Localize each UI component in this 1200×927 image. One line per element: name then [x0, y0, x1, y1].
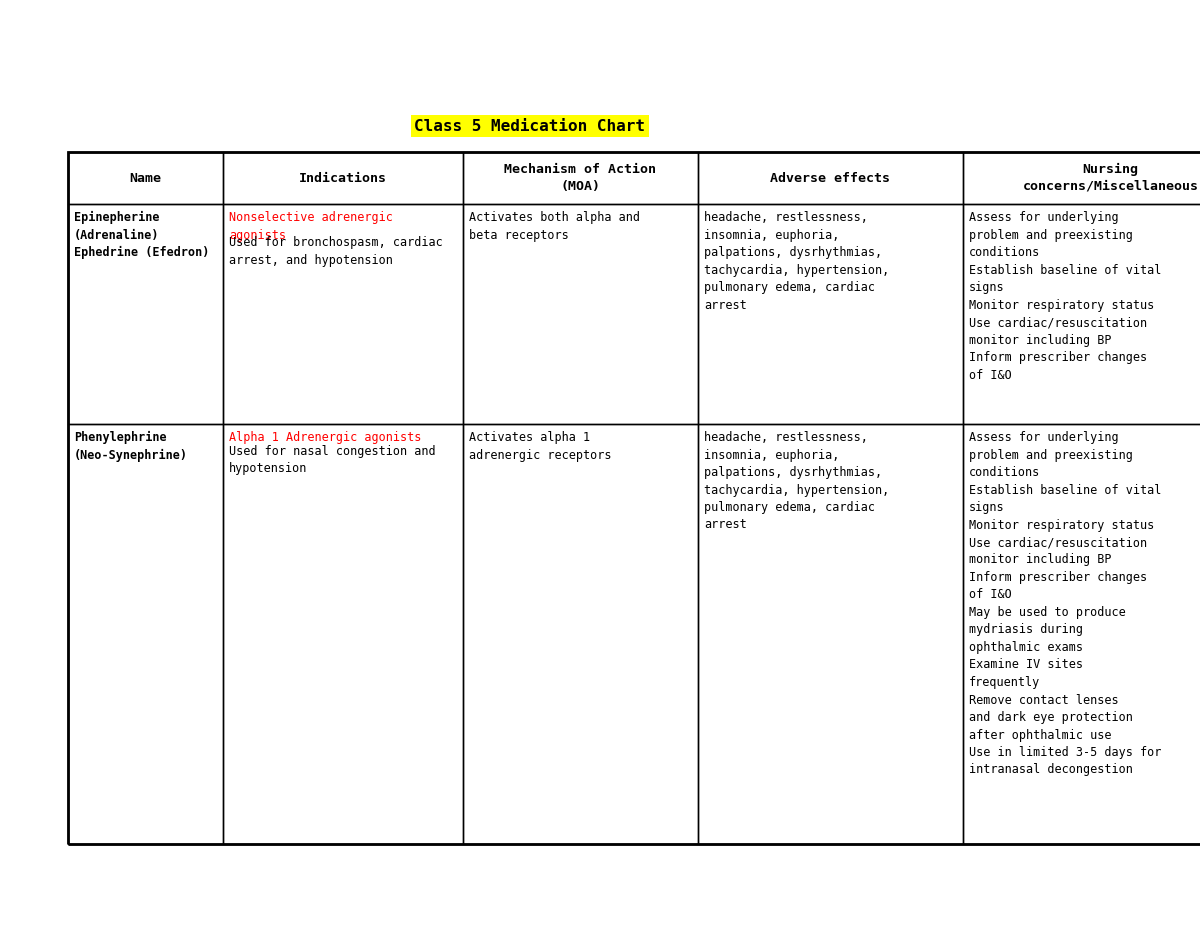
Text: Nonselective adrenergic
agonists: Nonselective adrenergic agonists: [229, 211, 392, 242]
Text: headache, restlessness,
insomnia, euphoria,
palpations, dysrhythmias,
tachycardi: headache, restlessness, insomnia, euphor…: [704, 431, 889, 531]
Bar: [68, 152, 1200, 844]
Bar: [68, 152, 223, 204]
Text: Phenylephrine
(Neo-Synephrine): Phenylephrine (Neo-Synephrine): [74, 431, 188, 462]
Text: Nursing
concerns/Miscellaneous: Nursing concerns/Miscellaneous: [1022, 163, 1199, 193]
Text: Adverse effects: Adverse effects: [770, 171, 890, 184]
Text: Assess for underlying
problem and preexisting
conditions
Establish baseline of v: Assess for underlying problem and preexi…: [970, 211, 1162, 382]
Bar: [964, 424, 1200, 844]
Text: Used for nasal congestion and
hypotension: Used for nasal congestion and hypotensio…: [229, 445, 436, 476]
Bar: [223, 424, 463, 844]
Bar: [964, 204, 1200, 424]
Text: Name: Name: [130, 171, 162, 184]
Text: headache, restlessness,
insomnia, euphoria,
palpations, dysrhythmias,
tachycardi: headache, restlessness, insomnia, euphor…: [704, 211, 889, 311]
Bar: [698, 424, 964, 844]
Bar: [463, 424, 698, 844]
Bar: [68, 424, 223, 844]
Text: Activates both alpha and
beta receptors: Activates both alpha and beta receptors: [469, 211, 640, 242]
Text: Indications: Indications: [299, 171, 386, 184]
Text: Alpha 1 Adrenergic agonists: Alpha 1 Adrenergic agonists: [229, 431, 421, 444]
Bar: [463, 204, 698, 424]
Bar: [698, 204, 964, 424]
Bar: [68, 204, 223, 424]
Text: Used for bronchospasm, cardiac
arrest, and hypotension: Used for bronchospasm, cardiac arrest, a…: [229, 236, 443, 267]
Bar: [463, 152, 698, 204]
Text: Epinepherine
(Adrenaline)
Ephedrine (Efedron): Epinepherine (Adrenaline) Ephedrine (Efe…: [74, 211, 209, 260]
Bar: [223, 152, 463, 204]
Bar: [698, 152, 964, 204]
Text: Class 5 Medication Chart: Class 5 Medication Chart: [414, 119, 646, 133]
Bar: [223, 204, 463, 424]
Text: Mechanism of Action
(MOA): Mechanism of Action (MOA): [504, 163, 656, 193]
Bar: [964, 152, 1200, 204]
Text: Activates alpha 1
adrenergic receptors: Activates alpha 1 adrenergic receptors: [469, 431, 612, 462]
Text: Assess for underlying
problem and preexisting
conditions
Establish baseline of v: Assess for underlying problem and preexi…: [970, 431, 1162, 777]
